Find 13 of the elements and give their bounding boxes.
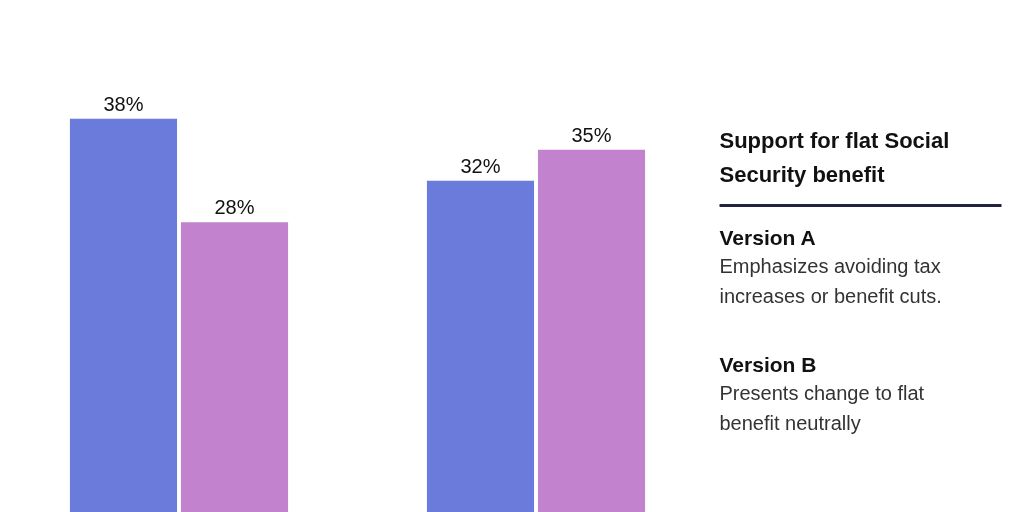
data-label: 38%: [103, 92, 144, 115]
data-label: 32%: [460, 154, 501, 177]
data-label: 35%: [571, 123, 612, 146]
text: Support for flat Social Security benefit: [719, 127, 950, 187]
data-label: 28%: [214, 196, 255, 219]
bar: [537, 149, 646, 512]
text: Version A: [719, 225, 816, 249]
bar: [69, 118, 178, 512]
text: Version B: [719, 352, 817, 376]
text: Presents change to flat benefit neutrally: [719, 381, 925, 434]
text: Emphasizes avoiding tax increases or benefit cuts.: [719, 254, 942, 307]
bar: [180, 222, 289, 512]
bar: [426, 180, 535, 512]
